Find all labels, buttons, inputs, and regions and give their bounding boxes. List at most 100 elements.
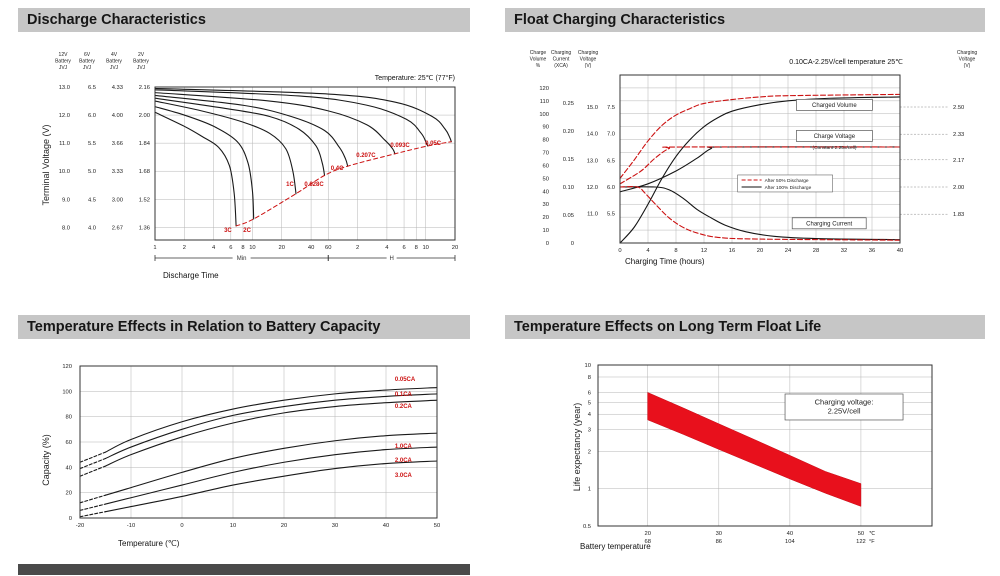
axis-column-header: JVJ bbox=[59, 65, 68, 71]
y-tick-label: 60 bbox=[543, 163, 549, 169]
x-axis-title: Battery temperature bbox=[580, 542, 651, 551]
x-tick-label: 32 bbox=[841, 248, 847, 254]
y-tick-label: 100 bbox=[62, 389, 72, 395]
section-header-float-charging: Float Charging Characteristics bbox=[505, 8, 985, 32]
section-header-temp-capacity: Temperature Effects in Relation to Batte… bbox=[18, 315, 470, 339]
x-tick-label2: 86 bbox=[716, 539, 722, 545]
x-tick-label: 6 bbox=[229, 245, 232, 251]
series-0-2ca bbox=[104, 399, 438, 467]
y-tick-label: 1.52 bbox=[139, 197, 150, 203]
y-tick-label: 1 bbox=[588, 487, 591, 493]
series-0-1ca-ext bbox=[79, 457, 107, 470]
series-charging-current-after-100 bbox=[619, 186, 901, 241]
series-2-0ca-ext bbox=[79, 503, 107, 511]
x-tick-label: 50 bbox=[434, 523, 440, 529]
x-tick-label: 40 bbox=[308, 245, 314, 251]
y-tick-label: 1.83 bbox=[953, 212, 964, 218]
x-tick-label: 1 bbox=[153, 245, 156, 251]
y-tick-label: 50 bbox=[543, 176, 549, 182]
y-tick-label: 5.5 bbox=[88, 141, 96, 147]
life-expectancy-y-axis-title: Life expectancy (year) bbox=[572, 402, 582, 492]
annotation-label: 0.2CA bbox=[395, 404, 413, 410]
series-0-05c bbox=[154, 87, 452, 143]
x-tick-label: 20 bbox=[279, 245, 285, 251]
x-tick-label: 4 bbox=[212, 245, 216, 251]
plot-border bbox=[619, 74, 901, 244]
y-tick-label: 90 bbox=[543, 125, 549, 131]
y-tick-label: 2.67 bbox=[112, 225, 123, 231]
y-tick-label: 6.5 bbox=[88, 85, 96, 91]
y-tick-label: 3.00 bbox=[112, 197, 123, 203]
axis-column-header: JVJ bbox=[137, 65, 146, 71]
x-tick-label: 40 bbox=[787, 531, 793, 537]
x-tick-label: 10 bbox=[422, 245, 428, 251]
annotation-label: 2.0CA bbox=[395, 458, 413, 464]
y-tick-label: 2.17 bbox=[953, 158, 964, 164]
axis-column-header: Battery bbox=[133, 59, 149, 65]
y-tick-label: 0 bbox=[571, 241, 574, 247]
y-tick-label: 5.0 bbox=[88, 169, 96, 175]
series-0-207c bbox=[154, 92, 396, 155]
annotation-label: Charging Current bbox=[806, 222, 852, 228]
x-tick-label: 4 bbox=[385, 245, 389, 251]
y-tick-label: 5.5 bbox=[607, 212, 615, 218]
plot-border bbox=[154, 86, 456, 241]
annotation-label: Charged Volume bbox=[812, 103, 857, 109]
y-tick-label: 0 bbox=[546, 241, 549, 247]
axis-column-header: JVJ bbox=[110, 65, 119, 71]
legend-entry-label: After 50% Discharge bbox=[765, 178, 809, 184]
y-tick-label: 30 bbox=[543, 202, 549, 208]
y-tick-label: 3.33 bbox=[112, 169, 123, 175]
x-axis-title: Temperature (℃) bbox=[118, 539, 180, 548]
y-tick-label: 0.05 bbox=[563, 213, 574, 219]
legend-box bbox=[737, 174, 833, 193]
y-tick-label: 1.36 bbox=[139, 225, 150, 231]
series-0-05ca-ext bbox=[79, 451, 107, 463]
axis-column-header: Battery bbox=[55, 59, 71, 65]
x-section-label-bg bbox=[386, 254, 397, 262]
x-tick-label: 4 bbox=[646, 248, 650, 254]
annotation-box bbox=[796, 130, 873, 142]
axis-column-header: Charging bbox=[957, 50, 978, 56]
annotation-label: Charging voltage: bbox=[815, 398, 874, 407]
axis-column-header: Battery bbox=[106, 59, 122, 65]
series-charged-volume-after-50 bbox=[619, 93, 901, 179]
discharge-y-axis-title: Terminal Voltage (V) bbox=[41, 124, 51, 206]
axis-column-header: % bbox=[536, 63, 541, 69]
annotation-label: 0.093C bbox=[390, 143, 410, 149]
annotation-label: 1C bbox=[286, 182, 294, 188]
y-tick-label: 20 bbox=[66, 491, 72, 497]
y-tick-label: 10 bbox=[585, 363, 591, 369]
axis-column-header: Voltage bbox=[580, 57, 597, 63]
x-tick-label: -10 bbox=[127, 523, 135, 529]
axis-column-header: 4V bbox=[111, 52, 118, 58]
y-tick-label: 80 bbox=[66, 415, 72, 421]
annotation-label: 0.628C bbox=[304, 182, 324, 188]
axis-column-header: JVJ bbox=[83, 65, 92, 71]
annotation-label: 0.1CA bbox=[395, 392, 413, 398]
y-tick-label: 3 bbox=[588, 428, 591, 434]
y-tick-label: 0.25 bbox=[563, 101, 574, 107]
x-tick-label: 16 bbox=[729, 248, 735, 254]
x-tick-label: 0 bbox=[180, 523, 183, 529]
series-charged-volume-after-100 bbox=[619, 96, 901, 244]
y-tick-label: 0 bbox=[69, 516, 72, 522]
annotation-label: (Constant 2.25v/cell) bbox=[812, 145, 856, 151]
axis-column-header: Charging bbox=[551, 50, 572, 56]
axis-column-header: Current bbox=[553, 57, 570, 63]
capacity-y-axis-title: Capacity (%) bbox=[41, 434, 51, 486]
axis-column-header: Voltage bbox=[959, 57, 976, 63]
y-tick-label: 13.0 bbox=[587, 158, 598, 164]
y-tick-label: 7.0 bbox=[607, 132, 615, 138]
x-tick-label: 8 bbox=[415, 245, 418, 251]
chart-note: 0.10CA-2.25V/cell temperature 25℃ bbox=[789, 59, 903, 66]
x-axis-title: Charging Time (hours) bbox=[625, 257, 705, 266]
x-tick-label: 20 bbox=[757, 248, 763, 254]
plot-border bbox=[79, 365, 438, 519]
axis-column-header: Volume bbox=[530, 57, 547, 63]
x-tick-label: 60 bbox=[325, 245, 331, 251]
axis-column-header: Battery bbox=[79, 59, 95, 65]
annotation-label: 1.0CA bbox=[395, 444, 413, 450]
